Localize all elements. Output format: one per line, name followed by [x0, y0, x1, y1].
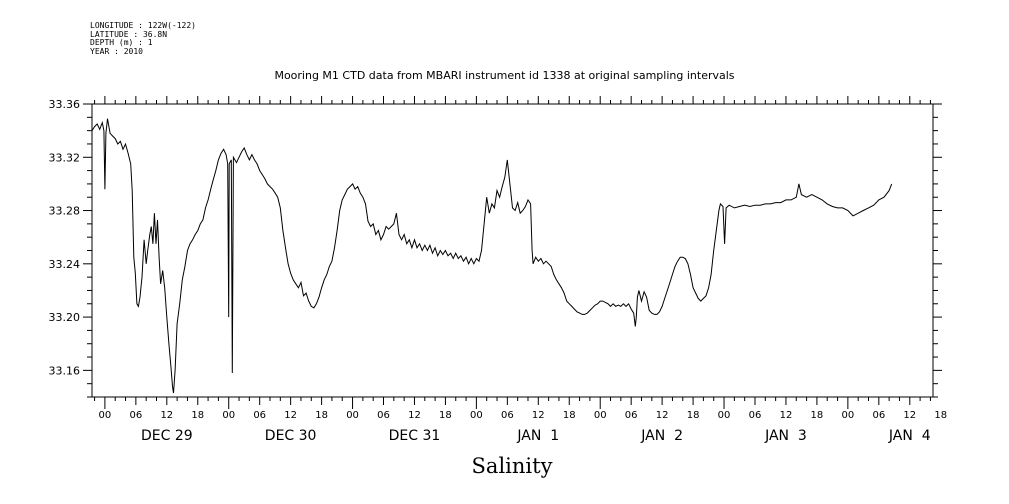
metadata-depth: DEPTH (m) : 1: [90, 38, 153, 47]
x-day-label: JAN 1: [516, 428, 559, 444]
x-hour-label: 12: [284, 410, 297, 421]
metadata-latitude: LATITUDE : 36.8N: [90, 29, 168, 39]
chart-title: Mooring M1 CTD data from MBARI instrumen…: [274, 69, 735, 82]
x-hour-label: 06: [253, 410, 266, 421]
y-tick-label: 33.28: [49, 205, 81, 218]
x-hour-label: 00: [470, 410, 483, 421]
x-hour-label: 18: [315, 410, 328, 421]
x-hour-label: 18: [563, 410, 576, 421]
x-hour-label: 00: [99, 410, 112, 421]
plot-frame: [91, 103, 934, 398]
x-day-label: JAN 4: [888, 428, 931, 444]
x-hour-label: 18: [934, 410, 947, 421]
x-hour-label: 18: [191, 410, 204, 421]
x-hour-label: 12: [532, 410, 545, 421]
x-day-label: JAN 2: [640, 428, 683, 444]
x-hour-label: 00: [594, 410, 607, 421]
x-hour-label: 00: [842, 410, 855, 421]
x-hour-label: 18: [439, 410, 452, 421]
x-axis-label: Salinity: [471, 454, 553, 478]
x-hour-label: 06: [749, 410, 762, 421]
y-axis: 33.36 33.32 33.28 33.24 33.20 33.16: [49, 98, 942, 398]
x-day-label: JAN 3: [764, 428, 807, 444]
x-hour-label: 00: [346, 410, 359, 421]
x-axis: 00 06 12 18 00 06 12 18 00 06 12 18 00 06 12 18 00 06 12 18…: [94, 96, 947, 444]
x-hour-label: 06: [872, 410, 885, 421]
y-tick-label: 33.32: [49, 151, 81, 164]
x-hour-label: 12: [656, 410, 669, 421]
x-hour-label: 06: [377, 410, 390, 421]
metadata-block: LONGITUDE : 122W(-122) LATITUDE : 36.8N …: [90, 21, 196, 56]
x-hour-label: 12: [160, 410, 173, 421]
y-tick-label: 33.24: [49, 258, 81, 271]
x-hour-label: 00: [718, 410, 731, 421]
x-day-label: DEC 31: [389, 428, 441, 444]
x-day-label: DEC 29: [141, 428, 193, 444]
x-day-label: DEC 30: [265, 428, 317, 444]
y-tick-label: 33.20: [49, 311, 81, 324]
y-tick-label: 33.36: [49, 98, 81, 111]
x-hour-label: 18: [811, 410, 824, 421]
x-hour-label: 00: [222, 410, 235, 421]
metadata-year: YEAR : 2010: [90, 46, 143, 56]
x-hour-label: 12: [903, 410, 916, 421]
x-hour-label: 12: [408, 410, 421, 421]
x-hour-label: 12: [780, 410, 793, 421]
salinity-line: [91, 118, 893, 394]
metadata-longitude: LONGITUDE : 122W(-122): [90, 21, 196, 30]
x-hour-label: 06: [625, 410, 638, 421]
x-hour-label: 06: [501, 410, 514, 421]
x-hour-label: 06: [129, 410, 142, 421]
y-tick-label: 33.16: [49, 364, 81, 377]
x-hour-label: 18: [687, 410, 700, 421]
